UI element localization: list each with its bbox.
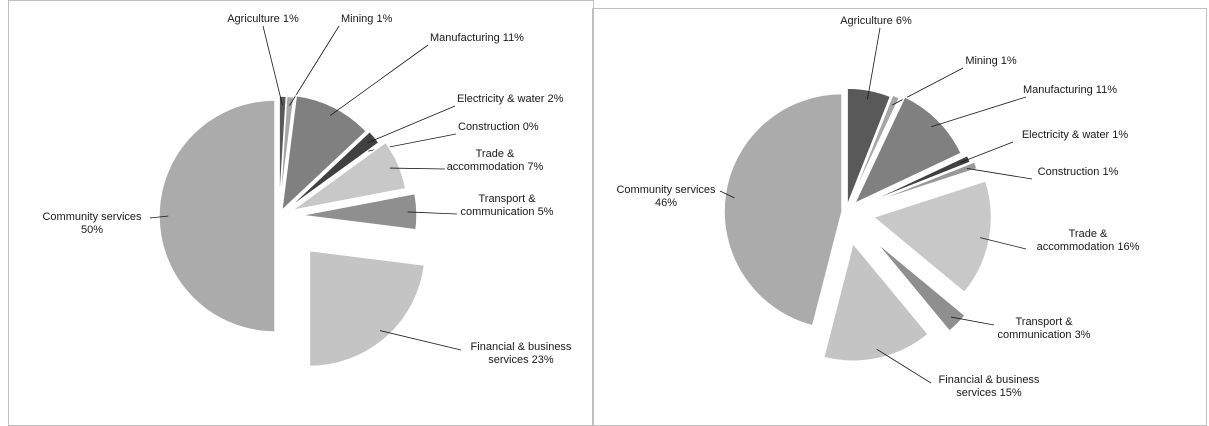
leader-line-trade-and-accommodation xyxy=(980,237,1027,250)
data-label-manufacturing: Manufacturing 11% xyxy=(430,32,524,44)
leader-line-community-services xyxy=(719,190,735,199)
leader-line-transport-and-communication xyxy=(950,316,995,326)
data-label-electricity-and-water: Electricity & water 1% xyxy=(1022,129,1129,141)
pie-chart-right: Agriculture 6% Mining 1% Manufacturing 11%… xyxy=(616,15,1139,399)
data-label-trade-and-accommodation: Trade & accommodation 7% xyxy=(447,148,544,173)
pie-slice-manufacturing xyxy=(280,94,368,213)
data-label-manufacturing: Manufacturing 11% xyxy=(1023,84,1117,96)
pie-slice-construction xyxy=(864,160,978,206)
pie-slice-transport-and-communication xyxy=(300,192,418,231)
data-label-mining: Mining 1% xyxy=(965,55,1017,67)
pie-slice-electricity-and-water xyxy=(284,130,381,212)
leader-line-manufacturing xyxy=(931,96,1027,128)
leader-line-agriculture xyxy=(867,27,881,100)
leader-line-financial-and-business-services xyxy=(379,330,462,351)
pie-slice-trade-and-accommodation xyxy=(871,179,993,294)
pie-slice-mining xyxy=(278,95,295,213)
data-label-electricity-and-water: Electricity & water 2% xyxy=(457,93,564,105)
leader-line-electricity-and-water xyxy=(960,141,1014,163)
pie-slice-community-services xyxy=(723,92,843,327)
leader-line-mining xyxy=(289,25,340,106)
leader-line-agriculture xyxy=(262,25,283,106)
data-label-financial-and-business-services: Financial & business services 23% xyxy=(471,341,572,366)
leader-line-manufacturing xyxy=(329,44,429,116)
data-label-agriculture: Agriculture 1% xyxy=(227,13,299,25)
data-label-mining: Mining 1% xyxy=(341,13,393,25)
pie-slice-financial-and-business-services xyxy=(308,249,426,368)
pie-slice-construction xyxy=(283,143,378,213)
leader-line-trade-and-accommodation xyxy=(389,167,446,170)
pie-slice-transport-and-communication xyxy=(873,239,967,333)
pie-slice-community-services xyxy=(158,99,276,333)
pie-chart-left: Agriculture 1% Mining 1% Manufacturing 11%… xyxy=(42,13,572,368)
leader-line-electricity-and-water xyxy=(367,105,456,144)
data-label-financial-and-business-services: Financial & business services 15% xyxy=(939,374,1040,399)
pie-slice-financial-and-business-services xyxy=(822,241,930,362)
data-label-trade-and-accommodation: Trade & accommodation 16% xyxy=(1037,228,1140,253)
pie-slice-mining xyxy=(848,93,901,205)
data-label-community-services: Community services 46% xyxy=(616,184,716,209)
pie-slice-trade-and-accommodation xyxy=(291,141,407,212)
data-label-community-services: Community services 50% xyxy=(42,211,142,236)
pie-slice-manufacturing xyxy=(852,95,963,206)
data-label-construction: Construction 1% xyxy=(1038,166,1119,178)
leader-line-community-services xyxy=(149,215,169,219)
data-label-agriculture: Agriculture 6% xyxy=(840,15,912,27)
leader-line-financial-and-business-services xyxy=(876,348,932,384)
leader-line-transport-and-communication xyxy=(407,211,458,215)
data-label-transport-and-communication: Transport & communication 3% xyxy=(998,316,1091,341)
data-label-construction: Construction 0% xyxy=(458,121,539,133)
leader-line-construction xyxy=(966,168,1033,180)
data-label-transport-and-communication: Transport & communication 5% xyxy=(461,193,554,218)
